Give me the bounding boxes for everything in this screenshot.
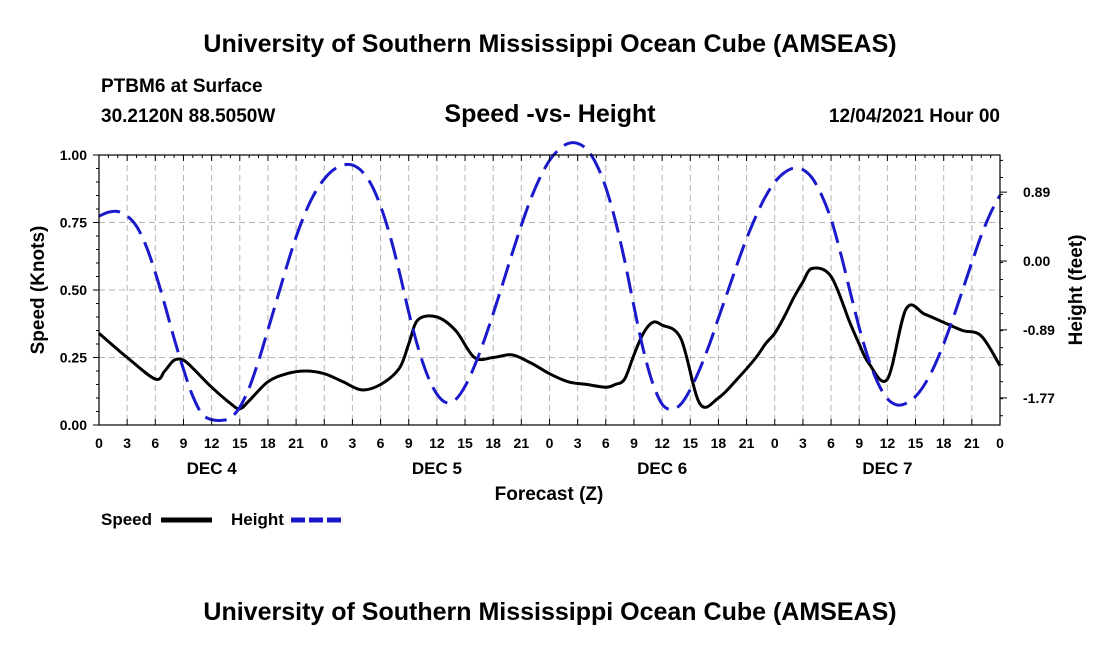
y2-tick-label: -0.89 xyxy=(1023,322,1055,338)
x-tick-label: 3 xyxy=(349,435,357,451)
x-tick-label: 6 xyxy=(827,435,835,451)
chart-title: Speed -vs- Height xyxy=(444,100,656,128)
x-tick-label: 21 xyxy=(288,435,304,451)
x-tick-label: 3 xyxy=(574,435,582,451)
legend-height-label: Height xyxy=(231,510,284,529)
y2-tick-label: -1.77 xyxy=(1023,390,1055,406)
speed-series-line xyxy=(98,266,1002,411)
legend: Speed Height xyxy=(101,510,342,529)
x-tick-label: 15 xyxy=(908,435,924,451)
x-tick-label: 21 xyxy=(514,435,530,451)
x-axis-label: Forecast (Z) xyxy=(495,484,604,505)
x-tick-label: 6 xyxy=(377,435,385,451)
y2-axis-label: Height (feet) xyxy=(1066,235,1087,346)
x-tick-label: 21 xyxy=(964,435,980,451)
y2-tick-label: 0.00 xyxy=(1023,253,1050,269)
x-tick-label: 15 xyxy=(457,435,473,451)
x-tick-label: 3 xyxy=(799,435,807,451)
grid xyxy=(99,155,1000,425)
x-tick-label: 6 xyxy=(602,435,610,451)
x-tick-label: 0 xyxy=(95,435,103,451)
legend-speed-label: Speed xyxy=(101,510,152,529)
x-tick-label: 9 xyxy=(405,435,413,451)
x-tick-label: 6 xyxy=(151,435,159,451)
y-tick-label: 0.50 xyxy=(60,282,87,298)
day-label: DEC 5 xyxy=(412,459,462,478)
x-tick-label: 15 xyxy=(682,435,698,451)
x-tick-label: 9 xyxy=(855,435,863,451)
day-label: DEC 4 xyxy=(187,459,238,478)
coordinates-label: 30.2120N 88.5050W xyxy=(101,106,276,127)
y-tick-label: 0.75 xyxy=(60,215,87,231)
x-tick-label: 12 xyxy=(204,435,220,451)
axes: 0 3 6 9 12 15 18 21 0 3 6 9 12 15 18 21 0 3 6 9 12 15 18 21 0 3 6 9… xyxy=(60,147,1055,478)
x-tick-label: 12 xyxy=(429,435,445,451)
station-label: PTBM6 at Surface xyxy=(101,76,263,97)
y-axis-label: Speed (Knots) xyxy=(28,226,49,355)
forecast-datetime: 12/04/2021 Hour 00 xyxy=(828,106,1000,127)
x-tick-label: 18 xyxy=(260,435,276,451)
footer-title: University of Southern Mississippi Ocean… xyxy=(203,598,897,626)
page-title: University of Southern Mississippi Ocean… xyxy=(203,30,897,58)
day-label: DEC 7 xyxy=(862,459,912,478)
x-tick-label: 9 xyxy=(180,435,188,451)
x-tick-label: 18 xyxy=(936,435,952,451)
y-tick-label: 0.25 xyxy=(60,350,87,366)
x-tick-label: 21 xyxy=(739,435,755,451)
x-tick-label: 0 xyxy=(996,435,1004,451)
x-tick-label: 0 xyxy=(320,435,328,451)
x-tick-label: 15 xyxy=(232,435,248,451)
x-tick-label: 18 xyxy=(711,435,727,451)
x-tick-label: 12 xyxy=(880,435,896,451)
y2-tick-label: 0.89 xyxy=(1023,184,1050,200)
y-tick-label: 1.00 xyxy=(60,147,87,163)
x-tick-label: 12 xyxy=(654,435,670,451)
day-label: DEC 6 xyxy=(637,459,687,478)
x-tick-label: 0 xyxy=(771,435,779,451)
x-tick-label: 3 xyxy=(123,435,131,451)
x-tick-label: 9 xyxy=(630,435,638,451)
x-tick-label: 0 xyxy=(546,435,554,451)
x-tick-label: 18 xyxy=(485,435,501,451)
y-tick-label: 0.00 xyxy=(60,417,87,433)
